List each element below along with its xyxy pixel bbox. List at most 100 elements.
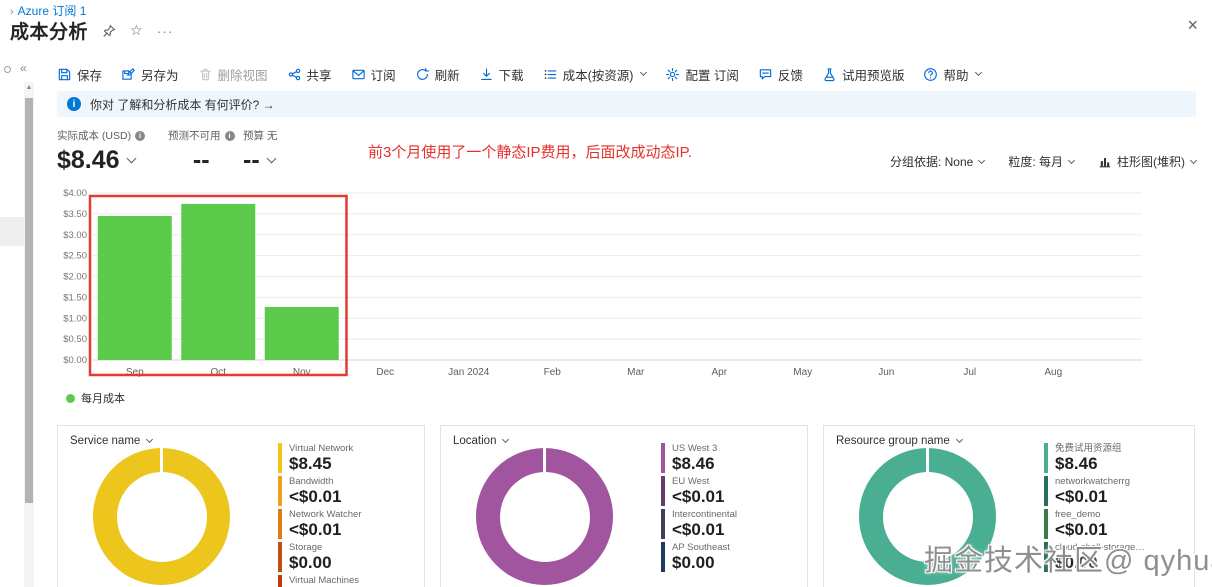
card-legend: 免费试用资源组 $8.46 networkwatcherrg <$0.01 free_d… [1044,443,1145,575]
legend-color-bar [661,443,665,473]
toolbar-button-label: 保存 [77,68,103,83]
toolbar-mail-button[interactable]: 订阅 [351,65,396,84]
toolbar-feedback-button[interactable]: 反馈 [758,65,803,84]
close-icon[interactable]: × [1187,15,1198,35]
card-title-dropdown[interactable]: Location [453,435,510,447]
legend-item: Virtual Machines$0.00 [278,575,362,587]
legend-item-value: $0.00 [672,553,715,572]
legend-item: AP Southeast $0.00 [661,542,737,573]
svg-text:$0.00: $0.00 [63,355,87,366]
trash-icon [198,67,213,82]
legend-color-bar [661,542,665,572]
scrollbar-thumb[interactable] [25,98,33,503]
toolbar-download-button[interactable]: 下载 [479,65,524,84]
legend-item-label: US West 3 [672,443,718,454]
breadcrumb-subscription-link[interactable]: Azure 订阅 1 [17,4,87,18]
info-icon: i [224,130,235,141]
toolbar-button-label: 刷新 [434,68,460,83]
favorite-star-icon[interactable]: ☆ [130,22,143,38]
legend-item-value: <$0.01 [289,487,342,506]
donut-chart[interactable] [93,448,230,585]
donut-chart[interactable] [859,448,996,585]
chart-type-dropdown[interactable]: 柱形图(堆积) [1098,153,1198,170]
chevron-down-icon [955,435,963,444]
kpi-actual-label: 实际成本 (USD) [57,130,132,142]
card-title-dropdown[interactable]: Service name [70,435,154,447]
vertical-scrollbar[interactable]: ▲ [24,82,34,587]
legend-item-label: EU West [672,476,710,487]
x-axis-label-dec: Dec [376,367,394,378]
download-icon [479,67,494,82]
legend-item-value: $0.00 [1055,553,1098,572]
toolbar-save-button[interactable]: 保存 [57,65,102,84]
donut-card-service-name: Service name Virtual Network $8.45 Bandwidt… [57,425,425,587]
toolbar-button-label: 另存为 [141,68,179,83]
legend-color-bar [661,476,665,506]
x-axis-label-nov: Nov [293,367,311,378]
donut-hole [882,471,973,562]
bar-sep[interactable] [97,215,172,360]
legend-item: Virtual Network $8.45 [278,443,362,474]
collapse-panel-icon[interactable]: « [20,61,27,75]
donut-chart[interactable] [476,448,613,585]
kpi-actual-value: $8.46 [57,146,120,174]
group-by-dropdown[interactable]: 分组依据: None [890,153,986,170]
left-rail-tab [0,217,25,246]
share-icon [287,67,302,82]
flask-icon [822,67,837,82]
bar-oct[interactable] [181,203,256,360]
kpi-forecast-label: 预测不可用 [168,130,221,142]
more-options-icon[interactable]: ··· [156,22,174,39]
scrollbar-up-arrow-icon[interactable]: ▲ [25,84,33,91]
toolbar-gear-button[interactable]: 配置 订阅 [665,65,739,84]
legend-item: Bandwidth <$0.01 [278,476,362,507]
legend-item-label: free_demo [1055,509,1101,520]
save-as-icon [121,67,136,82]
x-axis-label-jun: Jun [878,367,894,378]
legend-item-label: Storage [289,542,323,553]
legend-color-bar [278,509,282,539]
chevron-down-icon[interactable] [126,153,137,164]
svg-text:$4.00: $4.00 [63,188,87,199]
refresh-icon [415,67,430,82]
legend-item-label: 免费试用资源组 [1055,443,1122,454]
legend-item: Storage $0.00 [278,542,362,573]
granularity-dropdown[interactable]: 粒度: 每月 [1008,153,1076,170]
legend-item-label: Virtual Network [289,443,354,454]
donut-slice-gap [160,448,163,472]
toolbar-flask-button[interactable]: 试用预览版 [822,65,905,84]
feedback-banner: i 你对 了解和分析成本 有何评价? → [57,91,1196,117]
kpi-actual-cost: 实际成本 (USD) i $8.46 [57,128,146,175]
x-axis-label-may: May [793,367,812,378]
donut-card-resource-group-name: Resource group name 免费试用资源组 $8.46 networkwa… [823,425,1195,587]
bar-nov[interactable] [264,306,339,360]
x-axis-label-apr: Apr [711,367,727,378]
legend-color-bar [278,575,282,587]
bar-chart-icon [1099,157,1111,167]
legend-item-label: Bandwidth [289,476,334,487]
legend-color-bar [278,476,282,506]
svg-text:$2.50: $2.50 [63,251,87,262]
toolbar-share-button[interactable]: 共享 [287,65,332,84]
toolbar-list-button[interactable]: 成本(按资源) [543,65,648,84]
toolbar-button-label: 试用预览版 [841,68,905,83]
legend-item: Network Watcher <$0.01 [278,509,362,540]
x-axis-label-jul: Jul [963,367,976,378]
legend-item: US West 3 $8.46 [661,443,737,474]
kpi-forecast-value: -- [192,146,210,174]
feedback-banner-text[interactable]: 你对 了解和分析成本 有何评价? → [90,97,275,112]
legend-item-label: Virtual Machines [289,575,360,586]
legend-item-label: cloud-shell-storage… [1055,542,1145,553]
chevron-down-icon [1067,156,1076,164]
mail-icon [351,67,366,82]
toolbar-refresh-button[interactable]: 刷新 [415,65,460,84]
card-title-dropdown[interactable]: Resource group name [836,435,963,447]
pin-icon[interactable] [102,24,116,38]
svg-text:$3.50: $3.50 [63,209,87,220]
breadcrumb: › Azure 订阅 1 [10,2,86,19]
chevron-down-icon[interactable] [266,153,277,164]
toolbar-help-button[interactable]: 帮助 [923,65,983,84]
toolbar-save-as-button[interactable]: 另存为 [121,65,179,84]
card-title: Resource group name [836,435,950,447]
toolbar-trash-button: 删除视图 [198,65,268,84]
